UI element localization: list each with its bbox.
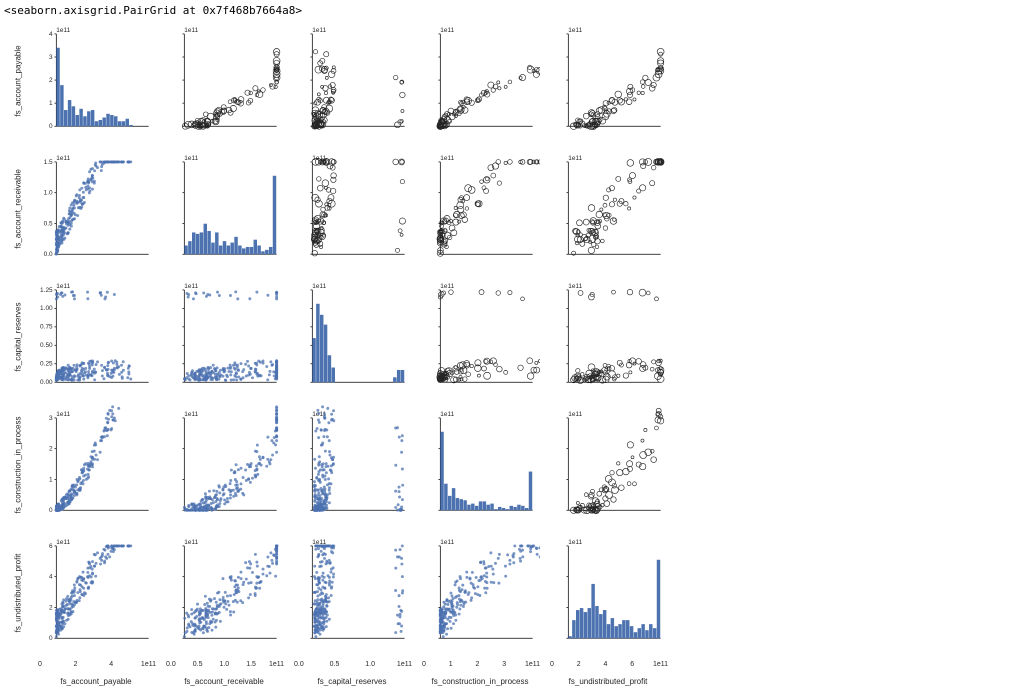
svg-text:0: 0 (49, 635, 53, 642)
svg-text:1e11: 1e11 (440, 27, 454, 34)
svg-text:1e11: 1e11 (56, 155, 70, 162)
svg-text:1: 1 (49, 100, 53, 107)
svg-text:1e11: 1e11 (568, 27, 582, 34)
pairgrid-cell: 1e11 (548, 21, 668, 141)
svg-text:0: 0 (49, 123, 53, 130)
xticks: 02461e11 (548, 661, 668, 668)
pairgrid-cell: 1e11 (292, 533, 412, 653)
ylabel-cell: fs_construction_in_process (8, 405, 28, 525)
xlabel-cell: 01231e11 fs_construction_in_process (420, 661, 540, 691)
xticks: 0.00.51.01e11 (292, 661, 412, 668)
svg-text:1e11: 1e11 (184, 27, 198, 34)
svg-text:1.5: 1.5 (44, 159, 53, 166)
svg-text:4: 4 (49, 31, 53, 38)
svg-text:1.00: 1.00 (40, 305, 53, 312)
pairgrid-cell: 1e11 (420, 405, 540, 525)
pairgrid-cell: 1e11 (420, 533, 540, 653)
svg-text:3: 3 (49, 54, 53, 61)
pairgrid: fs_account_payable1e11012341e111e111e111… (8, 21, 1031, 691)
ylabel-cell: fs_account_receivable (8, 149, 28, 269)
corner (8, 661, 28, 691)
svg-text:0.25: 0.25 (40, 361, 53, 368)
ylabel: fs_account_payable (14, 45, 23, 116)
xlabel-cell: 0241e11 fs_account_payable (36, 661, 156, 691)
pairgrid-cell: 1e11 0 1 2 3 (36, 405, 156, 525)
svg-text:1e11: 1e11 (568, 539, 582, 546)
svg-text:2: 2 (49, 604, 53, 611)
svg-text:1e11: 1e11 (568, 155, 582, 162)
xlabel-cell: 02461e11 fs_undistributed_profit (548, 661, 668, 691)
xlabel-cell: 0.00.51.01e11 fs_capital_reserves (292, 661, 412, 691)
pairgrid-cell: 1e11 (548, 533, 668, 653)
svg-text:0: 0 (49, 507, 53, 514)
pairgrid-cell: 1e11 (548, 277, 668, 397)
xlabel: fs_construction_in_process (432, 677, 529, 686)
svg-text:1.25: 1.25 (40, 287, 53, 294)
ylabel: fs_account_receivable (14, 169, 23, 249)
svg-text:1e11: 1e11 (184, 411, 198, 418)
pairgrid-cell: 1e11 (548, 149, 668, 269)
pairgrid-cell: 1e11 (164, 405, 284, 525)
xlabel: fs_undistributed_profit (569, 677, 648, 686)
svg-text:1e11: 1e11 (440, 155, 454, 162)
pairgrid-cell: 1e11 (292, 277, 412, 397)
pairgrid-cell: 1e11 (164, 277, 284, 397)
svg-text:0.50: 0.50 (40, 342, 53, 349)
svg-text:6: 6 (49, 543, 53, 550)
ylabel-cell: fs_account_payable (8, 21, 28, 141)
pairgrid-cell: 1e11 (164, 21, 284, 141)
svg-text:1e11: 1e11 (184, 539, 198, 546)
svg-text:0.0: 0.0 (44, 251, 53, 258)
svg-text:1e11: 1e11 (184, 283, 198, 290)
svg-text:1e11: 1e11 (312, 27, 326, 34)
xlabel: fs_account_receivable (184, 677, 264, 686)
svg-text:1e11: 1e11 (56, 411, 70, 418)
svg-text:1e11: 1e11 (440, 411, 454, 418)
ylabel-cell: fs_capital_reserves (8, 277, 28, 397)
ylabel: fs_undistributed_profit (14, 554, 23, 633)
svg-text:1e11: 1e11 (440, 283, 454, 290)
pairgrid-cell: 1e11 (164, 149, 284, 269)
svg-text:1e11: 1e11 (56, 27, 70, 34)
svg-text:1e11: 1e11 (440, 539, 454, 546)
xticks: 01231e11 (420, 661, 540, 668)
pairgrid-cell: 1e11 (292, 405, 412, 525)
xlabel-cell: 0.00.51.01.51e11 fs_account_receivable (164, 661, 284, 691)
pairgrid-cell: 1e11 (164, 533, 284, 653)
pairgrid-cell: 1e11 (420, 277, 540, 397)
ylabel: fs_construction_in_process (14, 417, 23, 514)
svg-text:2: 2 (49, 77, 53, 84)
svg-text:2: 2 (49, 446, 53, 453)
xlabel: fs_capital_reserves (318, 677, 387, 686)
pairgrid-cell: 1e11 0.0 0.5 1.0 1.5 (36, 149, 156, 269)
pairgrid-cell: 1e11 0.00 0.25 0.50 0.75 1.00 1.25 (36, 277, 156, 397)
ylabel: fs_capital_reserves (14, 303, 23, 372)
xticks: 0241e11 (36, 661, 156, 668)
svg-text:0.5: 0.5 (44, 220, 53, 227)
ylabel-cell: fs_undistributed_profit (8, 533, 28, 653)
svg-text:4: 4 (49, 574, 53, 581)
svg-text:1e11: 1e11 (56, 539, 70, 546)
svg-text:0.75: 0.75 (40, 324, 53, 331)
repr-text: <seaborn.axisgrid.PairGrid at 0x7f468b76… (4, 4, 1031, 17)
pairgrid-cell: 1e11 (420, 149, 540, 269)
pairgrid-cell: 1e11 (420, 21, 540, 141)
svg-text:1: 1 (49, 476, 53, 483)
pairgrid-cell: 1e11 (292, 21, 412, 141)
svg-text:0.00: 0.00 (40, 379, 53, 386)
svg-text:1.0: 1.0 (44, 190, 53, 197)
pairgrid-cell: 1e11 (548, 405, 668, 525)
svg-text:3: 3 (49, 415, 53, 422)
svg-text:1e11: 1e11 (184, 155, 198, 162)
svg-text:1e11: 1e11 (56, 283, 70, 290)
svg-text:1e11: 1e11 (568, 411, 582, 418)
pairgrid-cell: 1e11 (292, 149, 412, 269)
pairgrid-cell: 1e11 0 1 2 3 4 (36, 21, 156, 141)
xticks: 0.00.51.01.51e11 (164, 661, 284, 668)
svg-text:1e11: 1e11 (568, 283, 582, 290)
svg-text:1e11: 1e11 (312, 283, 326, 290)
pairgrid-cell: 1e11 0 2 4 6 (36, 533, 156, 653)
xlabel: fs_account_payable (60, 677, 131, 686)
